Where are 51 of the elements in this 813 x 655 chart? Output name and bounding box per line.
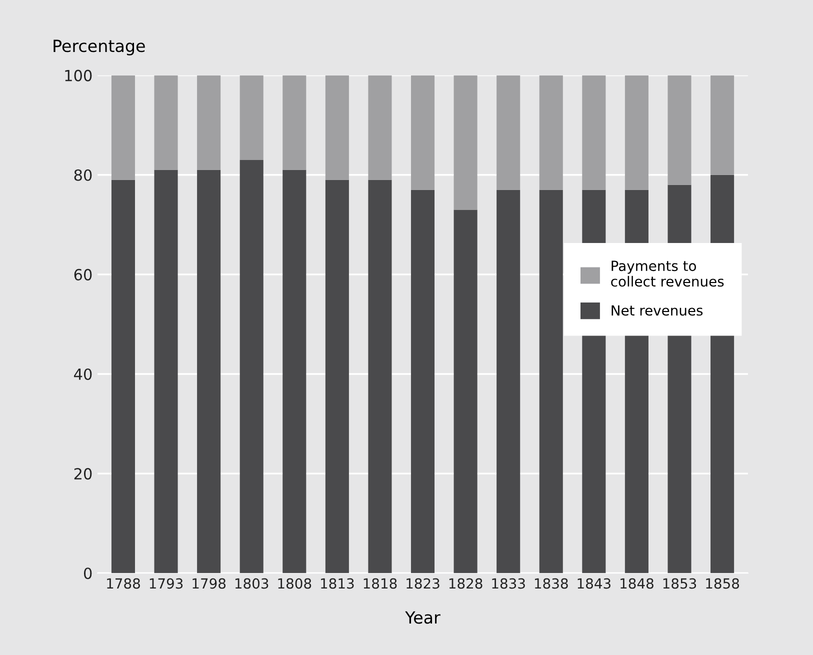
bar	[282, 170, 306, 574]
bar	[539, 190, 563, 574]
bar	[240, 75, 264, 160]
y-tick-label: 80	[74, 169, 92, 181]
x-tick-label: 1788	[107, 578, 140, 589]
x-axis-title: Year	[405, 611, 440, 624]
y-tick-label: 60	[74, 268, 92, 280]
bar	[710, 75, 734, 175]
x-tick-label: 1838	[534, 578, 568, 589]
bar	[454, 210, 478, 574]
bar	[154, 170, 178, 574]
x-tick-label: 1808	[278, 578, 312, 589]
bar	[410, 190, 435, 574]
bar	[539, 75, 563, 190]
x-tick-label: 1803	[235, 578, 268, 589]
y-axis-title: Percentage	[54, 40, 145, 56]
bar	[154, 75, 178, 170]
bar	[624, 75, 648, 190]
y-tick-label: 100	[65, 70, 92, 82]
bar	[496, 75, 520, 190]
x-tick-label: 1848	[620, 578, 654, 589]
y-tick-label: 20	[74, 468, 92, 480]
bar	[282, 75, 306, 170]
x-tick-label: 1793	[150, 578, 183, 589]
x-tick-label: 1798	[192, 578, 226, 589]
y-tick-label: 40	[74, 368, 92, 380]
x-tick-label: 1813	[321, 578, 354, 589]
bar	[111, 75, 135, 180]
x-tick-label: 1843	[578, 578, 610, 589]
bar	[197, 75, 221, 170]
bar	[111, 180, 135, 574]
bar	[197, 170, 221, 574]
x-tick-label: 1823	[406, 578, 440, 589]
bar	[325, 180, 349, 574]
x-tick-label: 1833	[492, 578, 525, 589]
bar	[454, 75, 478, 210]
bar	[410, 75, 435, 190]
x-tick-label: 1858	[706, 578, 740, 589]
legend-label: Payments to collect revenues	[611, 260, 724, 287]
bar	[368, 180, 392, 574]
x-tick-label: 1853	[663, 578, 696, 589]
y-tick-label: 0	[84, 568, 92, 580]
bar	[582, 75, 606, 190]
bar	[368, 75, 392, 180]
bar	[668, 75, 692, 185]
x-tick-label: 1818	[364, 578, 397, 589]
x-tick-label: 1828	[449, 578, 482, 589]
bar	[240, 160, 264, 574]
bar	[496, 190, 520, 574]
legend-label: Net revenues	[612, 305, 703, 316]
bar	[325, 75, 349, 180]
